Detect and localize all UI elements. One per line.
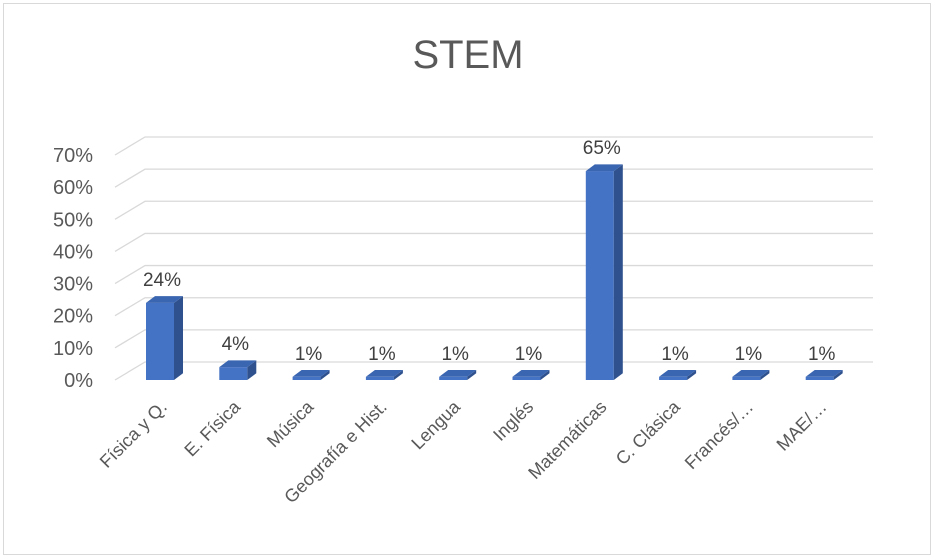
data-label: 1%: [735, 344, 763, 365]
category-label: C. Clásica: [612, 396, 685, 469]
gridline: [114, 297, 873, 317]
y-tick-label: 50%: [53, 209, 93, 231]
bar-front: [146, 302, 174, 380]
bar-top: [805, 370, 843, 377]
bar-top: [292, 370, 330, 377]
category-label: Lengua: [407, 396, 464, 453]
category-label: Física y Q.: [96, 397, 171, 472]
data-label: 1%: [661, 344, 689, 365]
bar-top: [659, 370, 697, 377]
bar-side: [833, 370, 843, 380]
data-label: 4%: [222, 334, 250, 355]
bar: [146, 296, 183, 380]
bar: [659, 370, 697, 380]
y-tick-label: 40%: [53, 241, 93, 263]
data-label: 1%: [368, 344, 396, 365]
chart-title: STEM: [412, 33, 523, 77]
gridline: [114, 168, 873, 188]
bar-side: [760, 370, 770, 380]
bar-front: [732, 376, 761, 380]
bar: [512, 370, 550, 380]
bar-front: [659, 376, 688, 380]
y-tick-label: 70%: [53, 145, 93, 167]
bar-top: [585, 164, 623, 172]
gridline: [114, 264, 873, 285]
data-labels: 24% 4% 1% 1% 1% 1% 65% 1% 1% 1%: [143, 138, 836, 365]
bar-top: [365, 370, 403, 377]
bar-side: [320, 370, 330, 380]
bar: [292, 370, 330, 380]
data-label: 1%: [441, 344, 469, 365]
category-label: Inglés: [489, 397, 537, 445]
bar-top: [146, 296, 183, 303]
gridline: [114, 200, 873, 220]
gridlines: [114, 136, 873, 381]
category-label: E. Física: [180, 396, 244, 460]
bar: [805, 370, 843, 380]
gridline: [114, 232, 873, 252]
gridline: [114, 329, 873, 349]
category-label: MAE/…: [773, 397, 831, 455]
y-tick-label: 30%: [53, 274, 93, 296]
bar: [439, 370, 477, 380]
bar: [365, 370, 403, 380]
data-label: 1%: [295, 344, 323, 365]
bar: [219, 360, 257, 380]
y-tick-label: 0%: [64, 370, 93, 392]
y-tick-label: 60%: [53, 177, 93, 199]
bar-side: [393, 370, 403, 380]
category-label: Francés/…: [681, 397, 757, 473]
bar-side: [540, 370, 550, 380]
bar-top: [512, 370, 550, 377]
bar-side: [467, 370, 477, 380]
y-tick-label: 10%: [53, 338, 93, 360]
bar-front: [585, 171, 614, 380]
bar-front: [439, 376, 468, 380]
data-label: 65%: [583, 138, 621, 159]
bar-side: [174, 296, 183, 380]
category-label: Matemáticas: [524, 397, 610, 483]
category-label: Música: [263, 396, 318, 451]
bar-side: [687, 370, 697, 380]
bars: [146, 164, 843, 380]
bar-side: [247, 360, 257, 380]
gridline: [114, 361, 873, 381]
gridline: [114, 136, 873, 156]
bar-front: [365, 376, 394, 380]
bar-top: [439, 370, 477, 377]
bar: [732, 370, 770, 380]
data-label: 24%: [143, 270, 181, 291]
y-tick-label: 20%: [53, 306, 93, 328]
data-label: 1%: [515, 344, 543, 365]
bar-front: [292, 376, 321, 380]
y-axis-tick-labels: 0% 10% 20% 30% 40% 50% 60% 70%: [53, 145, 93, 392]
bar: [585, 164, 623, 380]
bar-side: [613, 164, 623, 380]
bar-front: [805, 376, 834, 380]
data-label: 1%: [808, 344, 836, 365]
bar-top: [732, 370, 770, 377]
bar-top: [219, 360, 257, 368]
bar-front: [219, 367, 248, 380]
chart-frame: [3, 3, 931, 555]
bar-front: [512, 376, 541, 380]
